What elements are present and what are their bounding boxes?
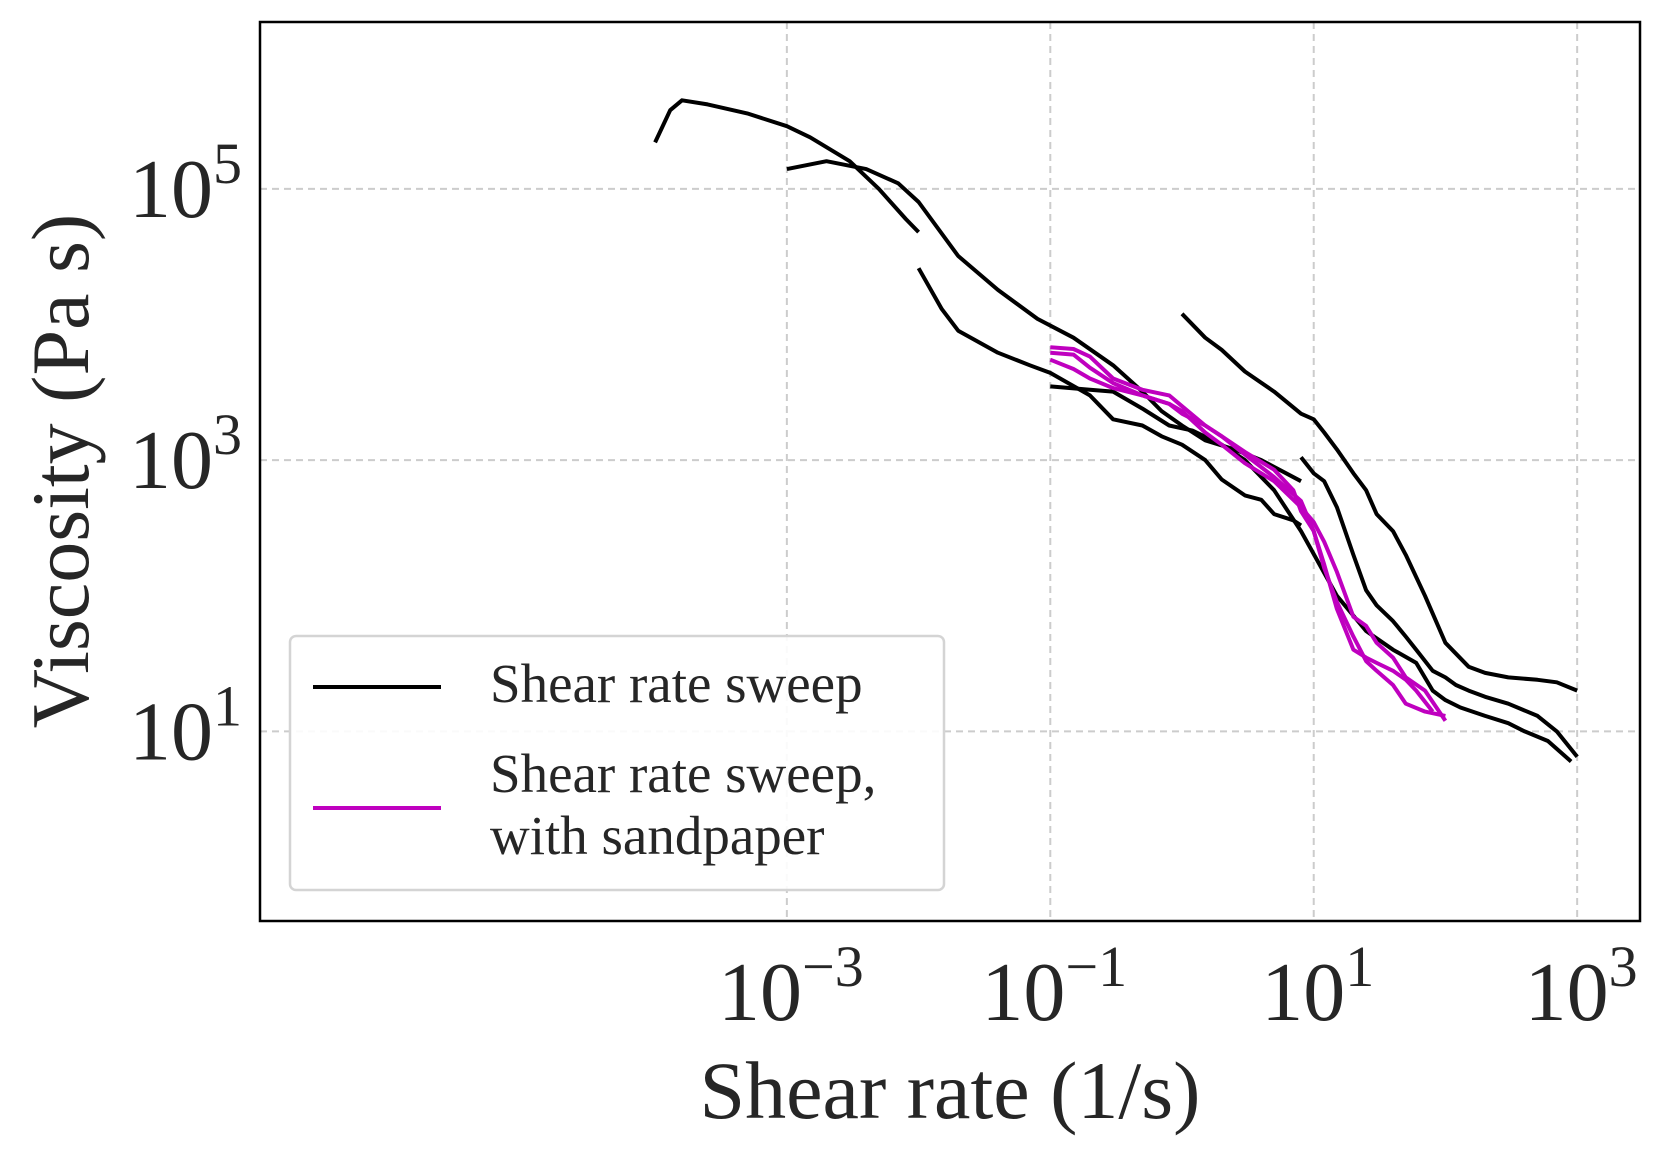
series-line-7 <box>1050 350 1446 718</box>
legend-label: Shear rate sweep <box>490 653 863 714</box>
x-tick-label: 10−3 <box>718 934 864 1039</box>
x-tick-labels: 10−3 10−1 101 103 <box>718 934 1638 1039</box>
x-axis-label: Shear rate (1/s) <box>700 1045 1201 1136</box>
x-tick-label: 103 <box>1525 934 1638 1039</box>
y-tick-label: 103 <box>129 402 242 507</box>
y-tick-label: 101 <box>129 673 242 778</box>
y-tick-labels: 105 103 101 <box>129 131 242 779</box>
x-tick-label: 101 <box>1261 934 1374 1039</box>
plot-frame <box>258 20 1642 923</box>
data-series <box>653 98 1579 763</box>
series-line-9 <box>1049 357 1448 722</box>
x-tick-label: 10−1 <box>981 934 1127 1039</box>
series-line-3 <box>916 267 1303 528</box>
series-line-8 <box>1050 345 1435 713</box>
y-axis-label: Viscosity (Pa s) <box>15 214 106 728</box>
series-line-6 <box>1180 312 1578 693</box>
legend-frame <box>288 634 946 892</box>
legend-label: Shear rate sweep, <box>490 743 876 804</box>
series-line-1 <box>653 98 921 234</box>
y-tick-label: 105 <box>129 131 242 236</box>
series-line-5 <box>1299 456 1579 759</box>
legend-label: with sandpaper <box>490 805 825 866</box>
legend: Shear rate sweep Shear rate sweep,with sa… <box>288 634 946 892</box>
